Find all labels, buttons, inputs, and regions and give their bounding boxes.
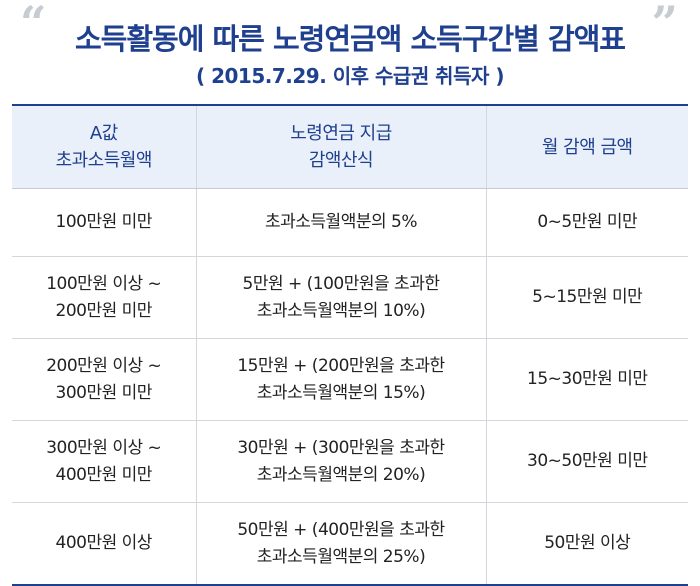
close-quote-icon: ” xyxy=(651,0,678,50)
amount-cell: 30~50만원 미만 xyxy=(485,420,688,503)
cell-line: 초과소득월액분의 20%) xyxy=(256,464,426,485)
income-range-cell: 200만원 이상 ~ 300만원 미만 xyxy=(12,338,196,421)
cell-line: 300만원 이상 ~ xyxy=(46,437,162,458)
cell-line: 초과소득월액분의 15%) xyxy=(256,382,426,403)
formula-cell: 5만원 + (100만원을 초과한 초과소득월액분의 10%) xyxy=(195,256,486,339)
income-range-cell: 100만원 이상 ~ 200만원 미만 xyxy=(12,256,196,339)
cell-line: 초과소득월액분의 25%) xyxy=(256,546,426,567)
page-subtitle: ( 2015.7.29. 이후 수급권 취득자 ) xyxy=(195,64,505,88)
header-income-excess: A값 초과소득월액 xyxy=(12,105,196,189)
cell-line: 15만원 + (200만원을 초과한 xyxy=(237,355,445,376)
table-row: 400만원 이상 50만원 + (400만원을 초과한 초과소득월액분의 25%… xyxy=(12,502,688,586)
header-monthly-reduction: 월 감액 금액 xyxy=(485,105,688,189)
header-line: A값 xyxy=(89,123,118,144)
reduction-table: A값 초과소득월액 노령연금 지급 감액산식 월 감액 금액 100만원 미만 … xyxy=(12,104,688,586)
header-formula: 노령연금 지급 감액산식 xyxy=(195,105,486,189)
table-header-row: A값 초과소득월액 노령연금 지급 감액산식 월 감액 금액 xyxy=(12,105,688,189)
table-row: 100만원 미만 초과소득월액분의 5% 0~5만원 미만 xyxy=(12,188,688,257)
formula-cell: 15만원 + (200만원을 초과한 초과소득월액분의 15%) xyxy=(195,338,486,421)
formula-cell: 50만원 + (400만원을 초과한 초과소득월액분의 25%) xyxy=(195,502,486,585)
table-row: 200만원 이상 ~ 300만원 미만 15만원 + (200만원을 초과한 초… xyxy=(12,338,688,421)
formula-cell: 초과소득월액분의 5% xyxy=(195,188,486,257)
cell-line: 초과소득월액분의 5% xyxy=(265,212,418,232)
cell-line: 50만원 + (400만원을 초과한 xyxy=(237,519,445,540)
cell-line: 15~30만원 미만 xyxy=(527,369,648,389)
cell-line: 30만원 + (300만원을 초과한 xyxy=(237,437,445,458)
cell-line: 300만원 미만 xyxy=(55,382,153,403)
cell-line: 100만원 미만 xyxy=(55,212,153,232)
table-row: 100만원 이상 ~ 200만원 미만 5만원 + (100만원을 초과한 초과… xyxy=(12,256,688,339)
cell-line: 5~15만원 미만 xyxy=(532,287,643,307)
cell-line: 200만원 이상 ~ xyxy=(46,355,162,376)
amount-cell: 5~15만원 미만 xyxy=(485,256,688,339)
cell-line: 400만원 이상 xyxy=(55,533,153,553)
cell-line: 400만원 미만 xyxy=(55,464,153,485)
amount-cell: 50만원 이상 xyxy=(485,502,688,585)
cell-line: 200만원 미만 xyxy=(55,300,153,321)
cell-line: 초과소득월액분의 10%) xyxy=(256,300,426,321)
income-range-cell: 300만원 이상 ~ 400만원 미만 xyxy=(12,420,196,503)
amount-cell: 0~5만원 미만 xyxy=(485,188,688,257)
header-line: 감액산식 xyxy=(308,150,374,171)
income-range-cell: 400만원 이상 xyxy=(12,503,196,586)
cell-line: 50만원 이상 xyxy=(544,533,631,553)
amount-cell: 15~30만원 미만 xyxy=(485,338,688,421)
income-range-cell: 100만원 미만 xyxy=(12,188,196,257)
cell-line: 100만원 이상 ~ xyxy=(46,273,162,294)
header-line: 초과소득월액 xyxy=(55,150,153,171)
cell-line: 5만원 + (100만원을 초과한 xyxy=(242,273,440,294)
formula-cell: 30만원 + (300만원을 초과한 초과소득월액분의 20%) xyxy=(195,420,486,503)
header-line: 월 감액 금액 xyxy=(541,136,633,158)
header-line: 노령연금 지급 xyxy=(290,123,392,144)
cell-line: 30~50만원 미만 xyxy=(527,451,648,471)
page-title: 소득활동에 따른 노령연금액 소득구간별 감액표 xyxy=(75,22,626,56)
open-quote-icon: “ xyxy=(20,0,47,50)
table-row: 300만원 이상 ~ 400만원 미만 30만원 + (300만원을 초과한 초… xyxy=(12,420,688,503)
cell-line: 0~5만원 미만 xyxy=(537,212,638,232)
